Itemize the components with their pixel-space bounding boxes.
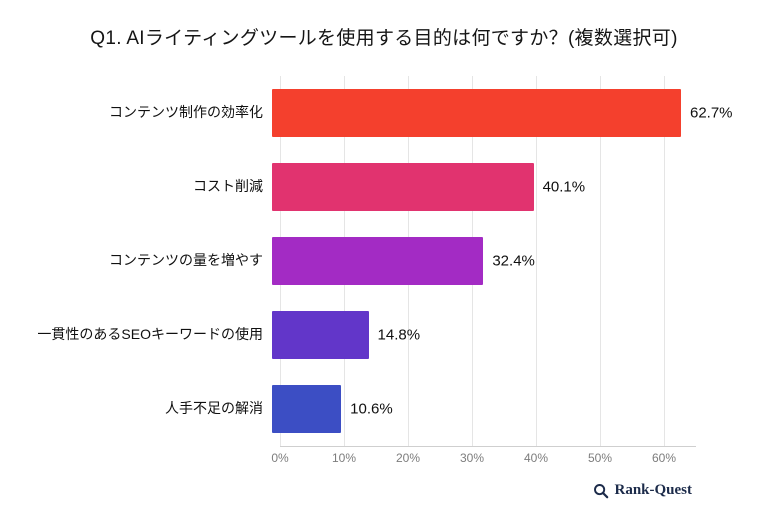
bar: [272, 163, 534, 211]
bar-zone: 10.6%: [272, 385, 696, 433]
x-tick-label: 10%: [331, 451, 357, 465]
bar: [272, 385, 342, 433]
value-label: 40.1%: [542, 178, 586, 196]
bar: [272, 311, 369, 359]
category-label: 人手不足の解消: [165, 400, 263, 417]
bar-row: コンテンツ制作の効率化 62.7%: [8, 76, 733, 150]
magnifier-icon: [594, 483, 609, 498]
x-tick-label: 30%: [459, 451, 485, 465]
x-tick-label: 50%: [587, 451, 613, 465]
value-label: 62.7%: [689, 104, 733, 122]
category-label: コスト削減: [193, 178, 263, 195]
bar: [272, 89, 681, 137]
bar-zone: 40.1%: [272, 163, 696, 211]
bar-row: 一貫性のあるSEOキーワードの使用 14.8%: [8, 298, 696, 372]
gridline: [664, 76, 665, 446]
category-label: 一貫性のあるSEOキーワードの使用: [37, 326, 263, 343]
bar-zone: 32.4%: [272, 237, 696, 285]
bar-zone: 62.7%: [272, 89, 733, 137]
value-label: 32.4%: [492, 252, 535, 270]
value-label: 14.8%: [377, 326, 421, 344]
bar-row: コスト削減 40.1%: [8, 150, 696, 224]
brand-logo: Rank-Quest: [593, 482, 692, 499]
gridline: [536, 76, 537, 446]
bar-zone: 14.8%: [272, 311, 696, 359]
bar: [272, 237, 484, 285]
category-label: コンテンツ制作の効率化: [109, 104, 263, 121]
x-axis-line: [280, 446, 696, 447]
chart-title: Q1. AIライティングツールを使用する目的は何ですか？(複数選択可): [90, 28, 678, 49]
bar-chart: コンテンツ制作の効率化 62.7% コスト削減 40.1% コンテンツの量を増やす 32.…: [8, 76, 733, 447]
gridline: [600, 76, 601, 446]
bar-row: コンテンツの量を増やす 32.4%: [8, 224, 696, 298]
value-label: 10.6%: [350, 400, 393, 418]
x-tick-label: 40%: [523, 451, 549, 465]
x-axis: 0% 10% 20% 30% 40% 50% 60%: [271, 451, 696, 469]
bar-row: 人手不足の解消 10.6%: [8, 372, 696, 446]
x-tick-label: 60%: [651, 451, 677, 465]
category-label: コンテンツの量を増やす: [109, 252, 263, 269]
brand-name: Rank-Quest: [614, 482, 692, 498]
bar-rows: コンテンツ制作の効率化 62.7% コスト削減 40.1% コンテンツの量を増やす 32.…: [8, 76, 733, 446]
x-tick-label: 20%: [395, 451, 421, 465]
x-tick-label: 0%: [271, 451, 289, 465]
